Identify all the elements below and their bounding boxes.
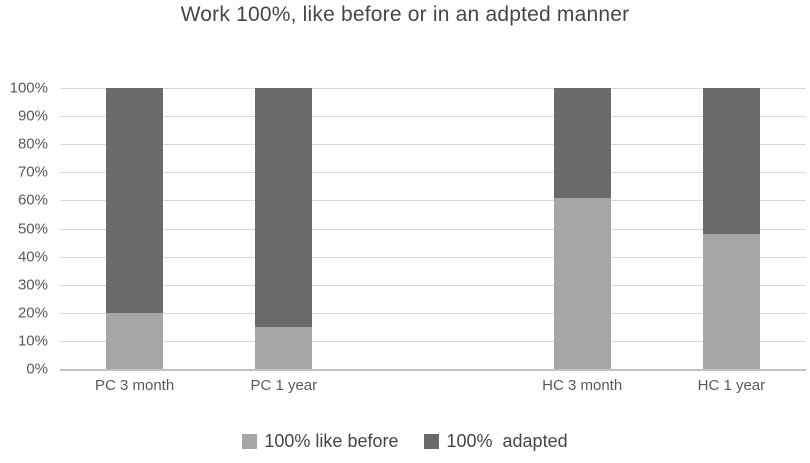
gridline bbox=[60, 116, 806, 118]
y-tick-label: 80% bbox=[17, 135, 48, 153]
x-tick-label: PC 3 month bbox=[94, 377, 175, 394]
y-tick-label: 10% bbox=[17, 332, 48, 350]
gridline bbox=[60, 340, 806, 342]
y-tick-label: 100% bbox=[9, 79, 48, 97]
y-axis-labels: 0% 10% 20% 30% 40% 50% 60% 70% 80% 90% 100% bbox=[0, 80, 48, 378]
gridline bbox=[60, 200, 806, 202]
legend-swatch-icon bbox=[242, 434, 258, 449]
y-tick-label: 90% bbox=[17, 107, 48, 125]
y-tick-label: 60% bbox=[17, 191, 48, 209]
bar-segment bbox=[106, 312, 163, 369]
gridline bbox=[60, 172, 806, 174]
legend-swatch-icon bbox=[424, 434, 440, 449]
legend-label: 100% like before bbox=[264, 431, 399, 451]
bar-segment bbox=[703, 88, 760, 235]
x-tick-label: PC 1 year bbox=[250, 377, 318, 394]
gridline bbox=[60, 144, 806, 146]
bar-segment bbox=[703, 234, 760, 369]
bar-pc-1-year bbox=[255, 88, 313, 369]
bar-segment bbox=[106, 88, 163, 313]
y-tick-label: 20% bbox=[17, 304, 48, 322]
bar-segment bbox=[553, 197, 611, 369]
x-axis-labels: PC 3 month PC 1 year HC 3 month HC 1 year bbox=[60, 377, 806, 397]
gridline bbox=[60, 256, 806, 258]
y-tick-label: 50% bbox=[17, 220, 48, 237]
chart-title: Work 100%, like before or in an adpted m… bbox=[180, 3, 630, 26]
x-tick-label: HC 1 year bbox=[697, 377, 766, 394]
legend-label: 100% adapted bbox=[446, 431, 568, 451]
gridline bbox=[60, 284, 806, 286]
plot-area bbox=[60, 88, 806, 371]
bar-segment bbox=[255, 326, 313, 369]
x-axis-line bbox=[60, 369, 806, 371]
gridline bbox=[60, 228, 806, 230]
legend: 100% like before 100% adapted bbox=[0, 431, 810, 452]
gridline bbox=[60, 312, 806, 314]
x-tick-label: HC 3 month bbox=[542, 377, 623, 394]
legend-item: 100% adapted bbox=[424, 431, 568, 452]
gridline bbox=[60, 88, 806, 89]
y-tick-label: 0% bbox=[26, 360, 48, 378]
bar-segment bbox=[553, 88, 611, 198]
bar-pc-3-month bbox=[106, 88, 163, 369]
legend-item: 100% like before bbox=[242, 431, 398, 452]
bar-segment bbox=[255, 88, 313, 327]
y-tick-label: 40% bbox=[17, 248, 48, 266]
y-tick-label: 30% bbox=[17, 276, 48, 294]
bar-hc-3-month bbox=[553, 88, 611, 369]
bar-hc-1-year bbox=[703, 88, 760, 369]
y-tick-label: 70% bbox=[17, 163, 48, 181]
